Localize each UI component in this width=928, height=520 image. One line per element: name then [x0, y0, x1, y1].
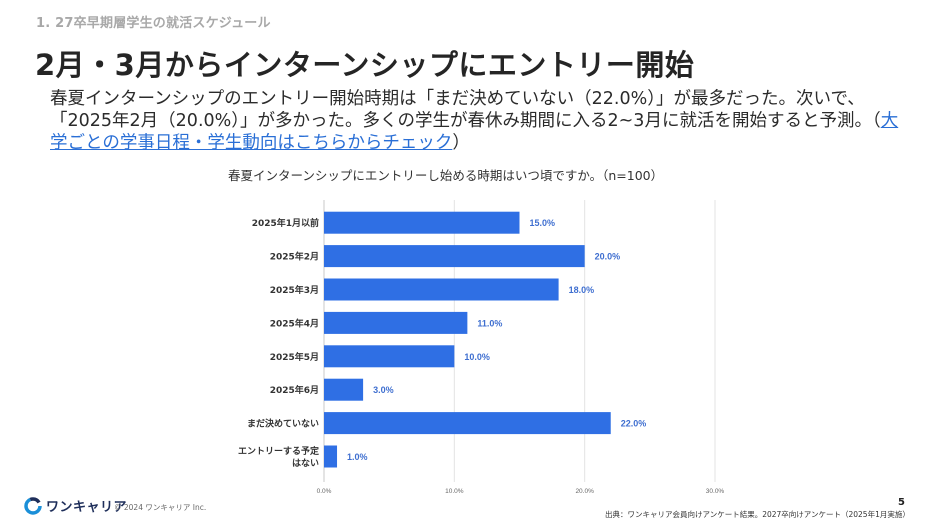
lead-text-after: ） [452, 133, 470, 153]
x-tick-label: 30.0% [706, 488, 725, 495]
copyright: © 2024 ワンキャリア Inc. [114, 503, 207, 512]
x-tick-label: 10.0% [445, 488, 464, 495]
bar [324, 345, 455, 368]
lead-paragraph: 春夏インターンシップのエントリー開始時期は「まだ決めていない（22.0%）」が最… [50, 88, 900, 154]
page-number: 5 [898, 497, 905, 508]
bar [324, 211, 520, 234]
page-title: 2月・3月からインターンシップにエントリー開始 [35, 48, 695, 82]
category-label: 2025年6月 [270, 384, 319, 396]
data-label: 18.0% [569, 285, 595, 295]
bar [324, 445, 338, 468]
data-label: 11.0% [477, 318, 502, 328]
data-label: 20.0% [595, 252, 621, 262]
lead-text: 春夏インターンシップのエントリー開始時期は「まだ決めていない（22.0%）」が最… [50, 89, 881, 131]
onecareer-logo-icon [24, 496, 42, 515]
data-label: 15.0% [530, 218, 556, 228]
data-label: 10.0% [464, 352, 490, 362]
data-label: 3.0% [373, 385, 394, 395]
bar [324, 278, 559, 301]
brand-name: ワンキャリア [46, 500, 128, 515]
category-label: 2025年1月以前 [252, 217, 319, 229]
bar [324, 412, 611, 435]
category-label: 2025年2月 [270, 251, 319, 263]
data-label: 22.0% [621, 419, 647, 429]
bar [324, 245, 585, 268]
schedule-link[interactable]: 大学ごとの学事日程・学生動向はこちらからチェック [50, 111, 899, 153]
x-tick-label: 0.0% [317, 488, 332, 495]
source-note: 出典：ワンキャリア会員向けアンケート結果。2027卒向けアンケート（2025年1… [605, 510, 910, 519]
footer-logo: ワンキャリア [24, 496, 127, 515]
category-label: エントリーする予定 [238, 445, 320, 457]
bar [324, 378, 364, 401]
category-label: まだ決めていない [247, 418, 319, 430]
category-label: 2025年4月 [270, 317, 319, 329]
chart-title: 春夏インターンシップにエントリーし始める時期はいつ頃ですか。（n=100） [228, 168, 664, 183]
x-tick-label: 20.0% [575, 488, 594, 495]
section-label: 1. 27卒早期層学生の就活スケジュール [36, 16, 271, 31]
category-label: はない [292, 458, 319, 469]
data-label: 1.0% [347, 452, 368, 462]
category-label: 2025年5月 [270, 351, 319, 363]
bar [324, 311, 468, 334]
category-label: 2025年3月 [270, 284, 319, 296]
